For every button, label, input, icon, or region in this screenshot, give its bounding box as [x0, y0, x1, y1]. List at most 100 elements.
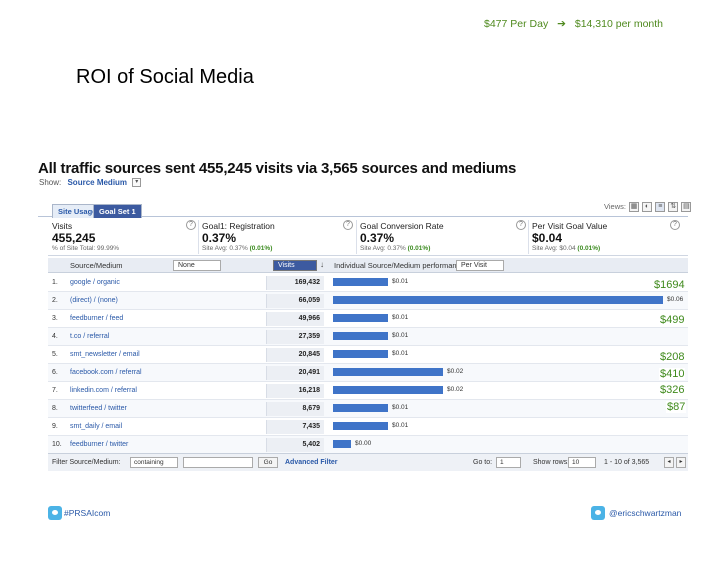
source-medium-link[interactable]: twitterfeed / twitter: [70, 405, 127, 412]
filter-input[interactable]: [183, 457, 253, 468]
comparison-view-icon[interactable]: ⇅: [668, 202, 679, 213]
monthly-roi-text: $14,310 per month: [574, 18, 664, 30]
show-rows-label: Show rows:: [533, 459, 570, 466]
per-visit-value: $0.01: [392, 350, 409, 357]
performance-view-icon[interactable]: ≡: [655, 202, 666, 213]
metric-goal-registration: Goal1: Registration 0.37% Site Avg: 0.37…: [202, 221, 275, 252]
performance-metric-select[interactable]: Per Visit: [456, 260, 504, 271]
visits-cell: 66,059: [266, 294, 324, 308]
table-row: 1. google / organic 169,432 $0.01: [48, 274, 688, 292]
goto-input[interactable]: 1: [496, 457, 521, 468]
visits-cell: 7,435: [266, 420, 324, 434]
filter-label: Filter Source/Medium:: [52, 459, 121, 466]
metric-value: $0.04: [532, 231, 563, 245]
visits-cell: 49,966: [266, 312, 324, 326]
scorecard: Visits 455,245 % of Site Total: 99.99% ?…: [48, 218, 688, 256]
roi-annotation-newsletter: $208: [659, 351, 686, 363]
source-medium-link[interactable]: feedburner / twitter: [70, 441, 129, 448]
help-icon[interactable]: ?: [343, 220, 353, 230]
show-label: Show:: [39, 178, 62, 187]
per-visit-value: $0.01: [392, 314, 409, 321]
source-medium-link[interactable]: smt_daily / email: [70, 423, 123, 430]
metric-value: 455,245: [52, 231, 96, 245]
hashtag-text: #PRSAIcom: [64, 508, 111, 518]
visits-cell: 20,845: [266, 348, 324, 362]
pie-view-icon[interactable]: ◐: [642, 202, 653, 213]
metric-select[interactable]: Visits: [273, 260, 317, 271]
table-view-icon[interactable]: ▦: [629, 202, 640, 213]
metric-label: Goal Conversion Rate: [360, 221, 444, 231]
data-table: 1. google / organic 169,432 $0.01 2. (direct)…: [48, 274, 688, 454]
row-number: 10.: [52, 441, 62, 448]
table-row: 10. feedburner / twitter 5,402 $0.00: [48, 436, 688, 454]
analytics-report-panel: All traffic sources sent 455,245 visits …: [38, 160, 692, 472]
filter-go-button[interactable]: Go: [258, 457, 278, 468]
advanced-filter-link[interactable]: Advanced Filter: [285, 459, 338, 466]
performance-bar: [333, 368, 443, 376]
divider: [528, 220, 529, 254]
table-row: 9. smt_daily / email 7,435 $0.01: [48, 418, 688, 436]
metric-subtext: Site Avg: 0.37% (0.01%): [202, 245, 273, 252]
next-page-icon[interactable]: ▸: [676, 457, 686, 468]
slide-title: ROI of Social Media: [76, 66, 254, 88]
report-heading: All traffic sources sent 455,245 visits …: [38, 160, 517, 177]
chevron-down-icon[interactable]: ▾: [132, 178, 142, 188]
row-number: 8.: [52, 405, 58, 412]
metric-label: Goal1: Registration: [202, 221, 275, 231]
per-visit-value: $0.01: [392, 332, 409, 339]
row-number: 7.: [52, 387, 58, 394]
roi-annotation-twitterfeed: $87: [666, 401, 687, 413]
filter-mode-select[interactable]: containing: [130, 457, 178, 468]
divider: [198, 220, 199, 254]
performance-bar: [333, 296, 663, 304]
metric-label: Per Visit Goal Value: [532, 221, 608, 231]
handle-text: @ericschwartzman: [609, 508, 682, 518]
source-medium-link[interactable]: (direct) / (none): [70, 297, 118, 304]
show-rows-select[interactable]: 10: [568, 457, 596, 468]
source-medium-link[interactable]: smt_newsletter / email: [70, 351, 140, 358]
tab-bar: Site Usage Goal Set 1 Views: ▦ ◐ ≡ ⇅ ▤: [38, 197, 692, 218]
source-medium-link[interactable]: feedburner / feed: [70, 315, 124, 322]
row-number: 3.: [52, 315, 58, 322]
metric-subtext: Site Avg: $0.04 (0.01%): [532, 245, 601, 252]
table-header: Source/Medium None Visits ↓ Individual S…: [48, 258, 688, 273]
table-row: 8. twitterfeed / twitter 8,679 $0.01: [48, 400, 688, 418]
visits-cell: 169,432: [266, 276, 324, 290]
sort-down-icon[interactable]: ↓: [320, 260, 324, 269]
source-medium-link[interactable]: t.co / referral: [70, 333, 110, 340]
table-row: 5. smt_newsletter / email 20,845 $0.01: [48, 346, 688, 364]
source-medium-link[interactable]: facebook.com / referral: [70, 369, 142, 376]
tab-goal-set-1[interactable]: Goal Set 1: [93, 204, 142, 218]
column-header-source[interactable]: Source/Medium: [70, 261, 123, 270]
per-visit-value: $0.01: [392, 422, 409, 429]
goto-label: Go to:: [473, 459, 493, 466]
divider: [356, 220, 357, 254]
table-row: 2. (direct) / (none) 66,059 $0.06: [48, 292, 688, 310]
pivot-view-icon[interactable]: ▤: [681, 202, 692, 213]
performance-bar: [333, 404, 388, 412]
roi-annotation-google: $1694: [653, 279, 686, 291]
visits-cell: 27,359: [266, 330, 324, 344]
source-medium-link[interactable]: linkedin.com / referral: [70, 387, 137, 394]
filter-bar: Filter Source/Medium: containing Go Adva…: [48, 453, 688, 471]
performance-bar: [333, 314, 388, 322]
metric-subtext: % of Site Total: 99.99%: [52, 245, 120, 252]
visits-cell: 5,402: [266, 438, 324, 452]
show-dimension-link[interactable]: Source Medium: [67, 178, 128, 187]
table-row: 7. linkedin.com / referral 16,218 $0.02: [48, 382, 688, 400]
previous-page-icon[interactable]: ◂: [664, 457, 674, 468]
row-number: 1.: [52, 279, 58, 286]
help-icon[interactable]: ?: [670, 220, 680, 230]
source-medium-link[interactable]: google / organic: [70, 279, 120, 286]
row-number: 4.: [52, 333, 58, 340]
twitter-bird-icon: [48, 506, 62, 520]
metric-value: 0.37%: [202, 231, 237, 245]
row-number: 2.: [52, 297, 58, 304]
help-icon[interactable]: ?: [516, 220, 526, 230]
pagination-range: 1 - 10 of 3,565: [604, 459, 650, 466]
per-visit-value: $0.00: [355, 440, 372, 447]
performance-bar: [333, 440, 351, 448]
secondary-dimension-select[interactable]: None: [173, 260, 221, 271]
help-icon[interactable]: ?: [186, 220, 196, 230]
views-selector: Views: ▦ ◐ ≡ ⇅ ▤: [604, 202, 692, 213]
